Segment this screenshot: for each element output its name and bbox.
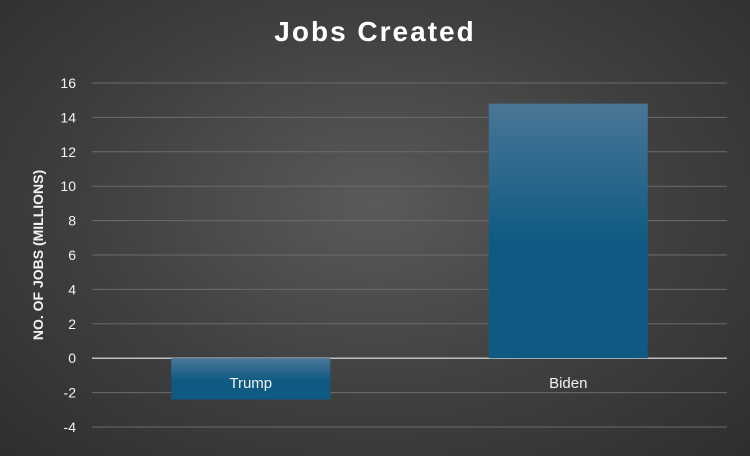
y-tick-label: 16 (60, 75, 76, 91)
y-tick-label: 10 (60, 178, 76, 194)
bar-biden (488, 103, 648, 359)
chart-title: Jobs Created (274, 16, 476, 47)
bars (171, 103, 648, 400)
y-tick-label: 4 (68, 281, 76, 297)
y-tick-label: 2 (68, 316, 76, 332)
y-tick-label: -2 (64, 385, 77, 401)
tick-labels: 16 14 12 10 8 6 4 2 0 -2 -4 Trump Biden (60, 75, 587, 435)
y-tick-label: -4 (64, 419, 77, 435)
y-tick-label: 12 (60, 144, 76, 160)
y-tick-label: 14 (60, 109, 76, 125)
y-tick-label: 8 (68, 213, 76, 229)
y-tick-label: 0 (68, 350, 76, 366)
category-label-biden: Biden (549, 375, 587, 392)
y-tick-label: 6 (68, 247, 76, 263)
category-label-trump: Trump (229, 375, 272, 392)
bar-trump (171, 358, 331, 400)
